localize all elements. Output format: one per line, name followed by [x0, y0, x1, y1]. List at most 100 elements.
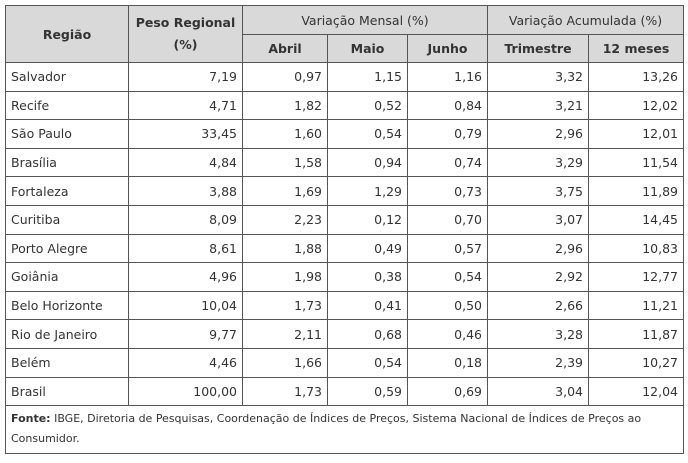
cell-abril: 0,97	[242, 62, 328, 92]
table-row: Fortaleza 3,88 1,69 1,29 0,73 3,75 11,89	[5, 176, 685, 206]
cell-junho: 0,18	[407, 347, 488, 378]
cell-peso: 8,09	[128, 204, 243, 235]
source-text: IBGE, Diretoria de Pesquisas, Coordenaçã…	[11, 412, 642, 446]
cell-regiao: Salvador	[5, 62, 129, 92]
header-peso-regional: Peso Regional (%)	[128, 5, 243, 63]
cell-12-meses: 11,54	[587, 147, 685, 178]
cell-peso: 7,19	[128, 62, 243, 92]
cell-abril: 1,60	[242, 119, 328, 149]
cell-regiao: Porto Alegre	[5, 233, 129, 264]
cell-trimestre: 3,04	[487, 376, 589, 407]
table-row: Recife 4,71 1,82 0,52 0,84 3,21 12,02	[5, 90, 685, 121]
cell-peso: 4,96	[128, 262, 243, 292]
cell-peso: 10,04	[128, 290, 243, 321]
cell-regiao: Brasil	[5, 376, 129, 407]
table-row: Rio de Janeiro 9,77 2,11 0,68 0,46 3,28 11,87	[5, 319, 685, 349]
cell-trimestre: 3,21	[487, 90, 589, 121]
table-row: Brasil 100,00 1,73 0,59 0,69 3,04 12,04	[5, 376, 685, 407]
cell-maio: 0,41	[327, 290, 408, 321]
table-row: Porto Alegre 8,61 1,88 0,49 0,57 2,96 10,83	[5, 233, 685, 264]
cell-trimestre: 3,28	[487, 319, 589, 349]
table-row: Belo Horizonte 10,04 1,73 0,41 0,50 2,66 11,21	[5, 290, 685, 321]
cell-maio: 0,68	[327, 319, 408, 349]
source-note: Fonte: IBGE, Diretoria de Pesquisas, Coo…	[4, 405, 685, 455]
table-row: Belém 4,46 1,66 0,54 0,18 2,39 10,27	[5, 347, 685, 378]
cell-maio: 0,54	[327, 347, 408, 378]
cell-12-meses: 12,77	[587, 262, 685, 292]
cell-regiao: Brasília	[5, 147, 129, 178]
cell-junho: 0,79	[407, 119, 488, 149]
cell-peso: 4,46	[128, 347, 243, 378]
cell-junho: 0,84	[407, 90, 488, 121]
table-row: São Paulo 33,45 1,60 0,54 0,79 2,96 12,01	[5, 119, 685, 149]
cell-12-meses: 11,21	[587, 290, 685, 321]
cell-trimestre: 2,66	[487, 290, 589, 321]
cell-regiao: São Paulo	[5, 119, 129, 149]
cell-abril: 1,73	[242, 290, 328, 321]
cell-maio: 0,49	[327, 233, 408, 264]
cell-regiao: Goiânia	[5, 262, 129, 292]
cell-12-meses: 12,04	[587, 376, 685, 407]
cell-abril: 1,73	[242, 376, 328, 407]
cell-trimestre: 2,92	[487, 262, 589, 292]
cell-peso: 3,88	[128, 176, 243, 206]
header-variacao-mensal: Variação Mensal (%)	[242, 5, 488, 35]
source-label: Fonte:	[11, 412, 51, 426]
cell-maio: 1,29	[327, 176, 408, 206]
table-row: Goiânia 4,96 1,98 0,38 0,54 2,92 12,77	[5, 262, 685, 292]
cell-abril: 1,88	[242, 233, 328, 264]
cell-trimestre: 2,96	[487, 233, 589, 264]
cell-12-meses: 13,26	[587, 62, 685, 92]
table-row: Curitiba 8,09 2,23 0,12 0,70 3,07 14,45	[5, 204, 685, 235]
table-row: Brasília 4,84 1,58 0,94 0,74 3,29 11,54	[5, 147, 685, 178]
cell-trimestre: 2,96	[487, 119, 589, 149]
cell-junho: 0,74	[407, 147, 488, 178]
cell-maio: 0,38	[327, 262, 408, 292]
header-junho: Junho	[407, 34, 488, 63]
cell-maio: 1,15	[327, 62, 408, 92]
cell-abril: 2,23	[242, 204, 328, 235]
cell-12-meses: 14,45	[587, 204, 685, 235]
cell-peso: 33,45	[128, 119, 243, 149]
table-row: Salvador 7,19 0,97 1,15 1,16 3,32 13,26	[5, 62, 685, 92]
cell-regiao: Curitiba	[5, 204, 129, 235]
cell-trimestre: 2,39	[487, 347, 589, 378]
cell-junho: 0,46	[407, 319, 488, 349]
cell-12-meses: 10,27	[587, 347, 685, 378]
cell-peso: 4,84	[128, 147, 243, 178]
cell-peso: 100,00	[128, 376, 243, 407]
header-abril: Abril	[242, 34, 328, 63]
cell-12-meses: 11,87	[587, 319, 685, 349]
cell-abril: 1,69	[242, 176, 328, 206]
ipca-regional-table: Região Peso Regional (%) Variação Mensal…	[4, 5, 685, 455]
cell-junho: 0,50	[407, 290, 488, 321]
cell-12-meses: 11,89	[587, 176, 685, 206]
cell-peso: 9,77	[128, 319, 243, 349]
cell-maio: 0,94	[327, 147, 408, 178]
cell-maio: 0,54	[327, 119, 408, 149]
header-variacao-acumulada: Variação Acumulada (%)	[486, 5, 685, 35]
cell-regiao: Fortaleza	[5, 176, 129, 206]
cell-maio: 0,52	[327, 90, 408, 121]
cell-maio: 0,59	[327, 376, 408, 407]
cell-12-meses: 12,01	[587, 119, 685, 149]
cell-12-meses: 12,02	[587, 90, 685, 121]
cell-abril: 1,82	[242, 90, 328, 121]
cell-peso: 4,71	[128, 90, 243, 121]
cell-trimestre: 3,32	[487, 62, 589, 92]
header-12-meses: 12 meses	[587, 34, 685, 63]
cell-peso: 8,61	[128, 233, 243, 264]
cell-maio: 0,12	[327, 204, 408, 235]
header-trimestre: Trimestre	[487, 34, 589, 63]
header-maio: Maio	[327, 34, 408, 63]
cell-abril: 1,66	[242, 347, 328, 378]
cell-regiao: Belém	[5, 347, 129, 378]
cell-regiao: Rio de Janeiro	[5, 319, 129, 349]
header-regiao: Região	[5, 5, 129, 63]
cell-abril: 1,58	[242, 147, 328, 178]
cell-trimestre: 3,07	[487, 204, 589, 235]
cell-junho: 0,70	[407, 204, 488, 235]
cell-trimestre: 3,75	[487, 176, 589, 206]
cell-junho: 0,69	[407, 376, 488, 407]
cell-junho: 0,54	[407, 262, 488, 292]
